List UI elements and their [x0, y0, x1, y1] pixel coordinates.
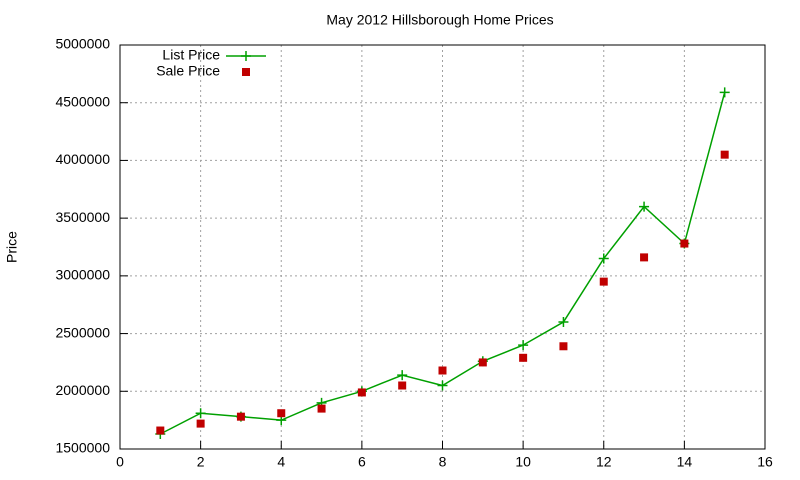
data-point: [398, 381, 407, 390]
x-tick-label: 14: [677, 454, 693, 470]
legend-label: Sale Price: [156, 63, 220, 79]
y-tick-label: 2500000: [55, 324, 110, 340]
data-point: [680, 239, 689, 248]
data-point: [598, 253, 609, 264]
data-point: [156, 426, 165, 435]
y-tick-label: 3000000: [55, 267, 110, 283]
data-point: [277, 409, 286, 418]
x-tick-label: 10: [515, 454, 531, 470]
data-point: [720, 150, 729, 159]
data-point: [519, 353, 528, 362]
data-point: [236, 412, 245, 421]
legend-marker: [242, 68, 250, 76]
legend-marker: [241, 51, 251, 61]
y-tick-label: 5000000: [55, 36, 110, 52]
x-tick-label: 12: [596, 454, 612, 470]
data-point: [640, 253, 649, 262]
x-tick-label: 4: [277, 454, 285, 470]
x-tick-label: 16: [757, 454, 773, 470]
plot-frame: [119, 44, 766, 450]
y-tick-label: 1500000: [55, 440, 110, 456]
x-tick-label: 0: [116, 454, 124, 470]
chart-title: May 2012 Hillsborough Home Prices: [326, 12, 553, 28]
legend-label: List Price: [162, 47, 220, 63]
data-point: [719, 87, 730, 98]
data-point: [599, 277, 608, 286]
data-point: [478, 358, 487, 367]
y-tick-label: 4000000: [55, 151, 110, 167]
y-axis-label: Price: [4, 231, 20, 263]
data-point: [558, 317, 569, 328]
data-point: [518, 340, 529, 351]
y-tick-label: 2000000: [55, 382, 110, 398]
data-point: [559, 342, 568, 351]
data-point: [639, 201, 650, 212]
y-tick-label: 3500000: [55, 209, 110, 225]
x-tick-label: 2: [197, 454, 205, 470]
data-point: [438, 366, 447, 375]
data-point: [195, 408, 206, 419]
data-point: [196, 419, 205, 428]
data-point: [397, 370, 408, 381]
y-tick-label: 4500000: [55, 93, 110, 109]
x-tick-label: 6: [358, 454, 366, 470]
data-point: [357, 388, 366, 397]
data-point: [317, 404, 326, 413]
data-point: [437, 380, 448, 391]
x-tick-label: 8: [439, 454, 447, 470]
